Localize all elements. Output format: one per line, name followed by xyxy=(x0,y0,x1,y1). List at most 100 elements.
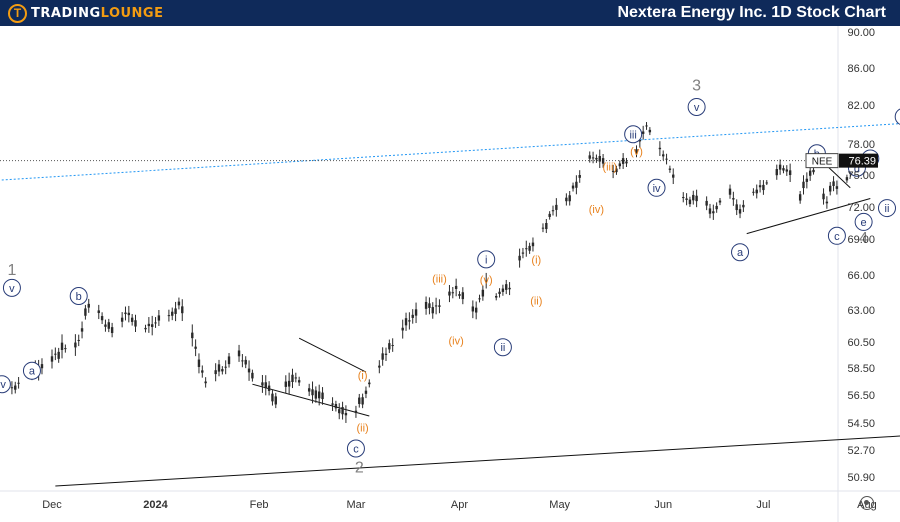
price-bar[interactable] xyxy=(645,122,648,130)
price-bar[interactable] xyxy=(127,305,131,323)
price-bar[interactable] xyxy=(247,360,251,381)
price-bar[interactable] xyxy=(528,242,531,254)
price-bar[interactable] xyxy=(428,297,431,315)
price-bar[interactable] xyxy=(588,151,591,163)
price-bar[interactable] xyxy=(384,347,388,361)
price-bar[interactable] xyxy=(498,288,501,298)
price-bar[interactable] xyxy=(267,381,271,396)
price-bar[interactable] xyxy=(601,154,605,168)
price-bar[interactable] xyxy=(732,191,735,206)
price-bar[interactable] xyxy=(835,180,839,195)
price-bar[interactable] xyxy=(662,150,665,161)
price-bar[interactable] xyxy=(695,189,698,208)
price-bar[interactable] xyxy=(668,165,672,173)
price-bar[interactable] xyxy=(151,315,154,336)
price-bar[interactable] xyxy=(755,184,758,199)
price-bar[interactable] xyxy=(618,160,621,170)
price-bar[interactable] xyxy=(154,317,157,328)
price-bar[interactable] xyxy=(50,349,54,369)
price-bar[interactable] xyxy=(334,400,338,412)
price-bar[interactable] xyxy=(708,203,712,219)
price-bar[interactable] xyxy=(338,403,341,420)
price-bar[interactable] xyxy=(531,237,535,252)
price-bar[interactable] xyxy=(157,309,161,327)
price-bar[interactable] xyxy=(788,163,792,183)
price-bar[interactable] xyxy=(738,204,742,219)
price-bar[interactable] xyxy=(321,387,324,405)
price-bar[interactable] xyxy=(388,339,391,353)
price-bar[interactable] xyxy=(782,165,785,174)
price-bar[interactable] xyxy=(100,312,104,325)
price-bar[interactable] xyxy=(358,393,361,408)
price-bar[interactable] xyxy=(60,334,64,359)
price-bar[interactable] xyxy=(474,301,478,320)
price-bar[interactable] xyxy=(17,377,20,389)
price-bar[interactable] xyxy=(64,344,67,353)
price-bar[interactable] xyxy=(434,297,438,315)
price-bar[interactable] xyxy=(471,300,475,319)
price-bar[interactable] xyxy=(237,344,241,362)
price-bar[interactable] xyxy=(224,360,227,375)
price-bar[interactable] xyxy=(110,322,114,338)
price-bar[interactable] xyxy=(284,375,287,394)
price-bar[interactable] xyxy=(414,302,418,324)
price-bar[interactable] xyxy=(805,172,809,189)
price-bar[interactable] xyxy=(264,375,267,396)
price-bar[interactable] xyxy=(167,309,171,322)
price-bar[interactable] xyxy=(478,294,481,303)
price-bar[interactable] xyxy=(244,356,247,369)
price-bar[interactable] xyxy=(658,141,662,156)
price-bar[interactable] xyxy=(454,278,458,297)
price-bar[interactable] xyxy=(665,153,668,165)
price-bar[interactable] xyxy=(144,324,147,333)
price-bar[interactable] xyxy=(735,199,738,216)
price-bar[interactable] xyxy=(705,196,708,211)
price-bar[interactable] xyxy=(318,384,321,406)
price-bar[interactable] xyxy=(742,200,745,213)
price-bar[interactable] xyxy=(692,190,695,205)
price-bar[interactable] xyxy=(545,219,548,234)
price-bar[interactable] xyxy=(287,372,291,395)
price-bar[interactable] xyxy=(575,175,578,195)
price-bar[interactable] xyxy=(712,204,715,220)
price-bar[interactable] xyxy=(578,170,581,183)
price-bar[interactable] xyxy=(448,285,451,303)
price-bar[interactable] xyxy=(120,312,124,328)
price-bar[interactable] xyxy=(521,247,525,259)
price-bar[interactable] xyxy=(107,318,110,333)
price-bar[interactable] xyxy=(802,175,805,195)
price-bar[interactable] xyxy=(501,284,505,296)
price-bar[interactable] xyxy=(411,309,414,324)
price-bar[interactable] xyxy=(752,188,755,196)
price-bar[interactable] xyxy=(438,299,441,314)
price-bar[interactable] xyxy=(181,299,184,322)
price-bar[interactable] xyxy=(798,190,802,204)
price-bar[interactable] xyxy=(344,405,348,423)
price-bar[interactable] xyxy=(171,307,174,321)
price-bar[interactable] xyxy=(251,369,254,382)
price-bar[interactable] xyxy=(201,365,204,378)
price-bar[interactable] xyxy=(404,312,408,331)
price-bar[interactable] xyxy=(555,198,558,217)
price-bar[interactable] xyxy=(191,324,194,347)
price-bar[interactable] xyxy=(221,366,224,375)
price-bar[interactable] xyxy=(401,319,404,339)
price-bar[interactable] xyxy=(541,223,545,233)
price-bar[interactable] xyxy=(758,179,762,193)
price-bar[interactable] xyxy=(147,317,151,333)
price-bar[interactable] xyxy=(461,287,465,305)
price-bar[interactable] xyxy=(785,165,788,176)
price-bar[interactable] xyxy=(368,379,371,388)
price-bar[interactable] xyxy=(598,149,601,169)
price-bar[interactable] xyxy=(481,285,485,301)
price-bar[interactable] xyxy=(548,211,551,220)
price-bar[interactable] xyxy=(718,197,722,206)
price-bar[interactable] xyxy=(431,302,434,319)
price-bar[interactable] xyxy=(74,334,77,356)
price-bar[interactable] xyxy=(615,165,618,175)
price-bar[interactable] xyxy=(217,359,221,377)
price-bar[interactable] xyxy=(551,205,555,216)
price-bar[interactable] xyxy=(197,353,201,374)
price-bar[interactable] xyxy=(104,319,107,332)
price-bar[interactable] xyxy=(458,291,461,299)
